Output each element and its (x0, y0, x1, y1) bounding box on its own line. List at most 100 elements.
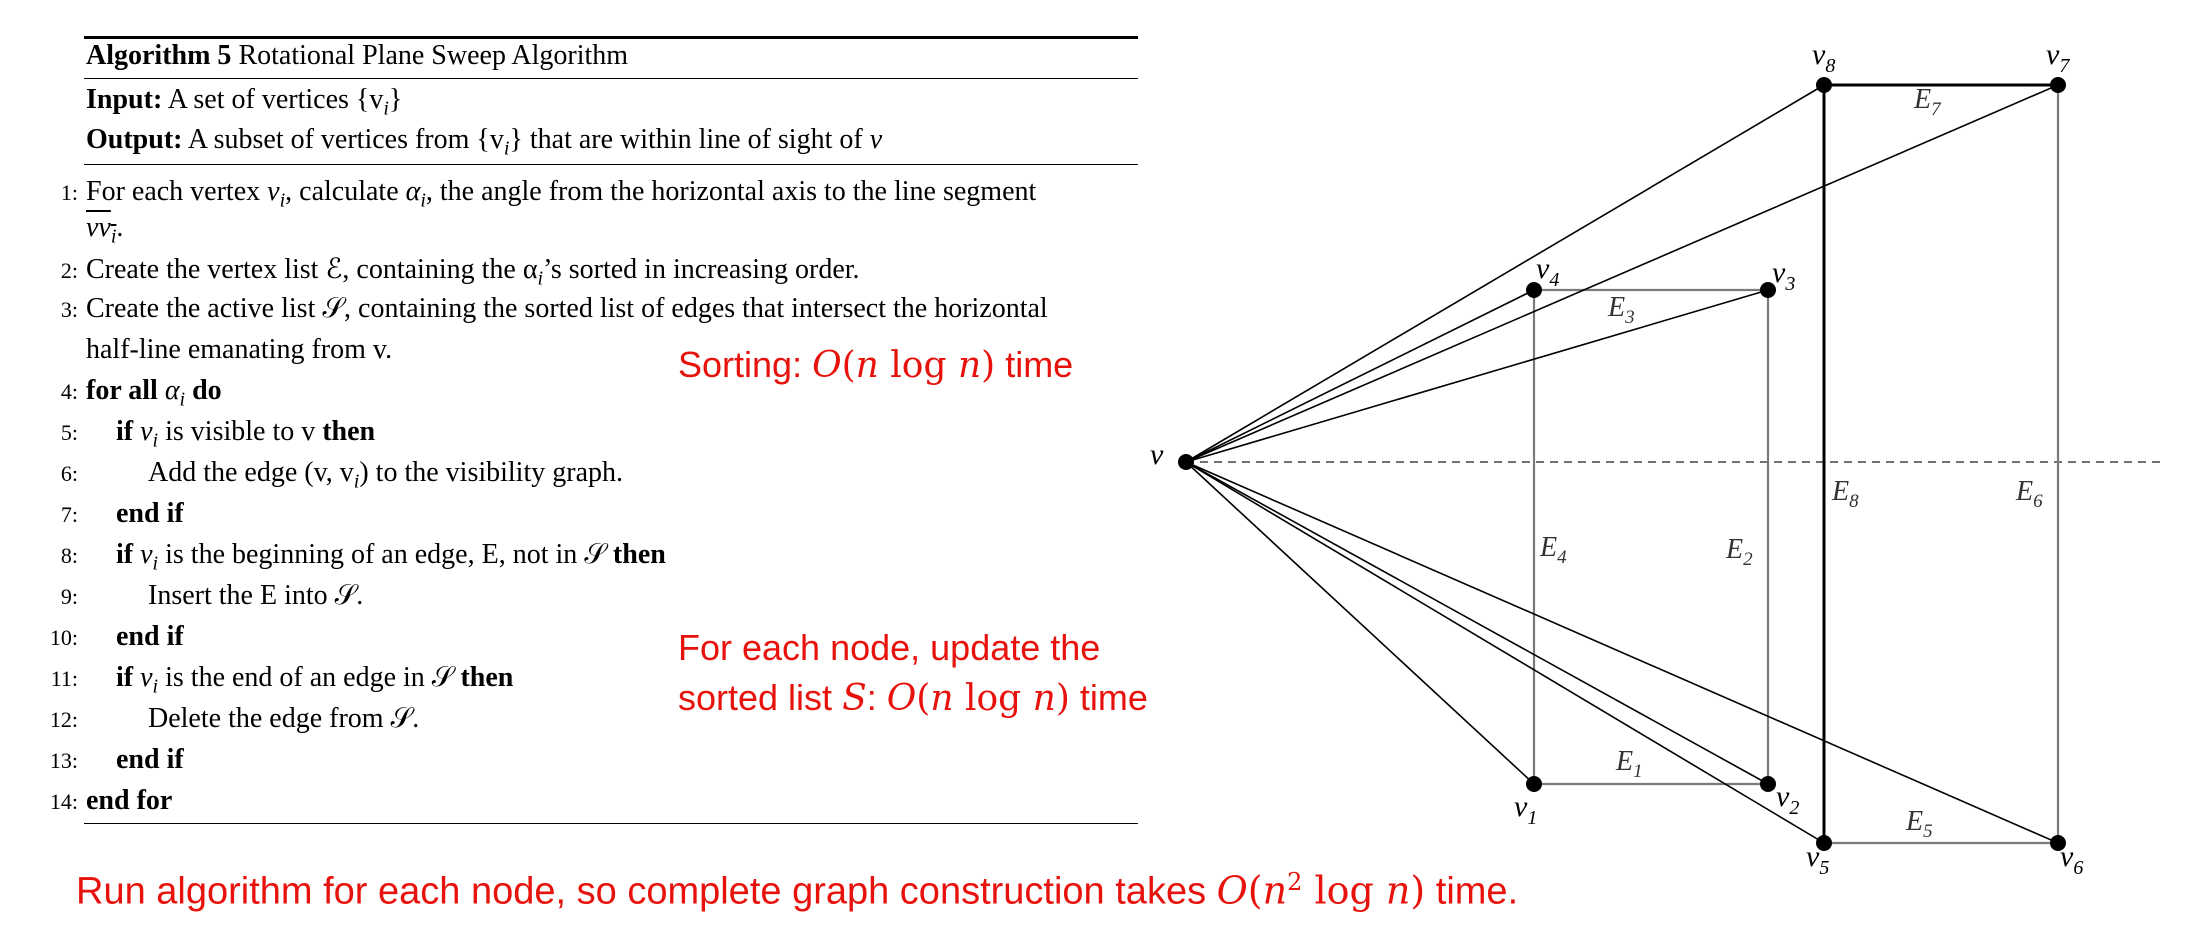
sight-line-v3 (1185, 289, 1769, 463)
keyword: do (185, 375, 222, 406)
algorithm-title: Algorithm 5 Rotational Plane Sweep Algor… (86, 40, 628, 72)
sight-line-v1 (1185, 461, 1535, 785)
output-line: Output: A subset of vertices from {vi} t… (86, 124, 883, 160)
sorting-annotation: Sorting: O(n log n) time (678, 344, 1074, 386)
output-label: Output: (86, 124, 183, 155)
algo-line-6: 6: Add the edge (v, vi) to the visibility… (26, 457, 623, 494)
line-number: 5: (60, 420, 78, 445)
line-number: 1: (60, 180, 78, 205)
sight-line-v6 (1185, 461, 2059, 844)
vertex-label-v6: v6 (2060, 840, 2083, 879)
algorithm-number: Algorithm 5 (86, 40, 232, 71)
input-label: Input: (86, 84, 163, 115)
algo-line-8: 8: if vi is the beginning of an edge, E, … (26, 539, 666, 576)
line-text: is the end of an edge in 𝒮 (158, 662, 461, 693)
line-math: v (133, 539, 153, 570)
line-number: 12: (49, 707, 78, 732)
vertex-v1 (1526, 776, 1542, 792)
edge-label-E8: E8 (1831, 476, 1859, 512)
keyword: if (116, 539, 134, 570)
algo-line-1-cont: vvi. (86, 212, 124, 248)
segment-vvi: vv (86, 212, 111, 243)
vertex-v4 (1526, 282, 1542, 298)
title-rule (84, 78, 1138, 79)
line-number: 14: (49, 789, 78, 814)
top-rule (84, 36, 1138, 39)
line-number: 11: (50, 666, 78, 691)
vertex-label-v5: v5 (1806, 840, 1829, 879)
line-text: half-line emanating from v. (86, 334, 393, 365)
keyword: for all (86, 375, 158, 406)
algo-line-3: 3: Create the active list 𝒮, containing t… (26, 293, 1048, 325)
keyword: if (116, 416, 134, 447)
line-text: is visible to v (158, 416, 323, 447)
line-number: 9: (60, 584, 78, 609)
algo-line-11: 11: if vi is the end of an edge in 𝒮 then (26, 662, 514, 699)
line-number: 10: (49, 625, 78, 650)
algo-line-12: 12: Delete the edge from 𝒮. (26, 703, 419, 735)
keyword: end if (116, 744, 184, 775)
line-number: 4: (60, 379, 78, 404)
line-text: Delete the edge from 𝒮. (148, 703, 420, 734)
algo-line-3-cont: half-line emanating from v. (86, 334, 392, 366)
line-text: For each vertex (86, 176, 268, 207)
vertex-v6 (2050, 835, 2066, 851)
vertex-v5 (1816, 835, 1832, 851)
algorithm-name: Rotational Plane Sweep Algorithm (231, 40, 629, 71)
keyword: if (116, 662, 134, 693)
line-number: 6: (60, 461, 78, 486)
line-number: 3: (60, 297, 78, 322)
vertex-label-v: v (1150, 438, 1164, 471)
sight-line-v7 (1185, 84, 2059, 463)
line-text: Add the edge (v, v (148, 457, 354, 488)
vertex-label-v1: v1 (1514, 790, 1537, 829)
algo-line-4: 4: for all αi do (26, 375, 222, 412)
algo-line-13: 13: end if (26, 744, 184, 776)
vertex-label-v4: v4 (1536, 252, 1559, 291)
vertex-label-v3: v3 (1772, 256, 1795, 295)
sight-line-v8 (1185, 84, 1825, 463)
line-math: α (405, 176, 421, 207)
edge-label-E7: E7 (1913, 84, 1942, 120)
line-text: ’s sorted in increasing order. (543, 254, 860, 285)
output-text: A subset of vertices from {v (182, 124, 504, 155)
line-text: Create the active list 𝒮, containing the… (86, 293, 1048, 324)
line-math: α (157, 375, 180, 406)
edge-label-E3: E3 (1607, 292, 1635, 328)
keyword: then (460, 662, 514, 693)
sight-line-v4 (1185, 289, 1535, 463)
line-number: 8: (60, 543, 78, 568)
edge-label-E6: E6 (2015, 476, 2043, 512)
algo-line-9: 9: Insert the E into 𝒮. (26, 580, 363, 612)
algo-line-14: 14: end for (26, 785, 172, 817)
line-number: 2: (60, 258, 78, 283)
vertex-v (1178, 454, 1194, 470)
keyword: end for (86, 785, 173, 816)
update-annotation-line1: For each node, update the (678, 627, 1101, 668)
bottom-rule (84, 823, 1138, 824)
vertex-v2 (1760, 776, 1776, 792)
edge-label-E1: E1 (1615, 746, 1643, 782)
line-text: , the angle from the horizontal axis to … (425, 176, 1037, 207)
vertex-v8 (1816, 77, 1832, 93)
line-text: Create the vertex list ℰ, containing the… (86, 254, 538, 285)
line-number: 13: (49, 748, 78, 773)
vertex-label-v2: v2 (1776, 780, 1799, 819)
line-text: Insert the E into 𝒮. (148, 580, 364, 611)
keyword: then (612, 539, 666, 570)
line-math: v (267, 176, 280, 207)
bottom-annotation: Run algorithm for each node, so complete… (76, 868, 1519, 913)
edge-label-E2: E2 (1725, 534, 1753, 570)
algo-line-2: 2: Create the vertex list ℰ, containing t… (26, 252, 860, 291)
sight-line-v5 (1185, 461, 1825, 844)
vertex-label-v8: v8 (1812, 38, 1835, 77)
output-tail: } that are within line of sight of (509, 124, 870, 155)
line-math: v (133, 416, 153, 447)
sight-line-v2 (1185, 461, 1769, 785)
input-text: A set of vertices {v (162, 84, 384, 115)
vertex-v7 (2050, 77, 2066, 93)
algo-line-7: 7: end if (26, 498, 184, 530)
vertex-label-v7: v7 (2046, 38, 2070, 77)
line-text: is the beginning of an edge, E, not in 𝒮 (158, 539, 613, 570)
